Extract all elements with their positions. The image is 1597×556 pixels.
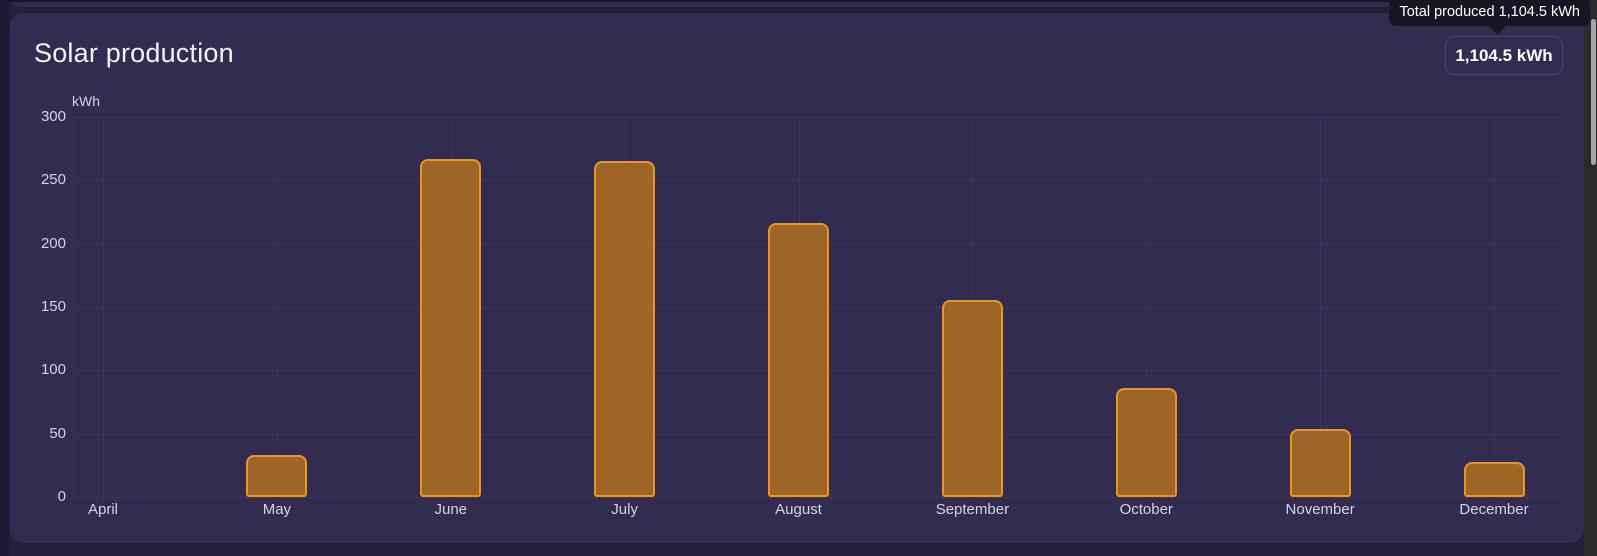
bar-july[interactable] xyxy=(594,161,656,497)
gridline-x-december xyxy=(1494,117,1495,502)
y-axis-label-100: 100 xyxy=(40,361,66,379)
total-produced-tooltip: Total produced 1,104.5 kWh xyxy=(1389,0,1590,26)
y-axis-label-0: 0 xyxy=(57,488,66,505)
x-axis-label-december: December xyxy=(1459,501,1529,518)
y-axis-label-150: 150 xyxy=(40,298,66,315)
gridline-y-250 xyxy=(73,180,1560,182)
previous-card-bottom-edge xyxy=(13,2,1584,7)
y-axis-unit-label: kWh xyxy=(72,93,100,109)
bar-may[interactable] xyxy=(246,455,308,497)
gridline-y-300 xyxy=(73,117,1560,118)
x-axis-label-november: November xyxy=(1285,501,1355,518)
bar-december[interactable] xyxy=(1463,462,1525,497)
y-axis-label-300: 300 xyxy=(40,108,66,125)
x-axis-label-august: August xyxy=(775,501,822,518)
y-axis-label-50: 50 xyxy=(49,424,66,442)
bar-november[interactable] xyxy=(1289,428,1351,497)
top-gap-divider xyxy=(0,0,1584,2)
bar-october[interactable] xyxy=(1115,388,1177,497)
y-axis-label-250: 250 xyxy=(40,171,66,189)
x-axis-label-april: April xyxy=(87,501,118,518)
gridline-x-october xyxy=(1146,117,1148,502)
y-axis-label-200: 200 xyxy=(40,234,66,252)
bar-september[interactable] xyxy=(941,300,1003,497)
card-title: Solar production xyxy=(34,38,234,68)
bar-june[interactable] xyxy=(420,158,482,497)
bar-august[interactable] xyxy=(768,222,829,497)
gridline-x-november xyxy=(1320,117,1322,502)
x-axis-label-september: September xyxy=(935,501,1010,518)
scrollbar-thumb[interactable] xyxy=(1591,19,1596,165)
gridline-x-may xyxy=(276,117,278,502)
x-axis-label-may: May xyxy=(262,501,292,518)
total-production-badge[interactable]: 1,104.5 kWh xyxy=(1445,36,1563,75)
gridline-x-april xyxy=(103,117,104,502)
solar-production-card: Solar production 1,104.5 kWh kWh 0 50 100 1… xyxy=(10,13,1584,543)
x-axis-label-october: October xyxy=(1119,501,1173,518)
left-page-margin xyxy=(0,0,9,556)
y-axis-line xyxy=(73,117,74,498)
x-axis-label-june: June xyxy=(434,501,468,518)
gridline-y-0 xyxy=(73,497,1560,498)
x-axis-label-july: July xyxy=(611,501,638,518)
solar-production-bar-chart[interactable]: kWh 0 50 100 150 200 250 300 April May June July Au… xyxy=(10,13,1584,543)
